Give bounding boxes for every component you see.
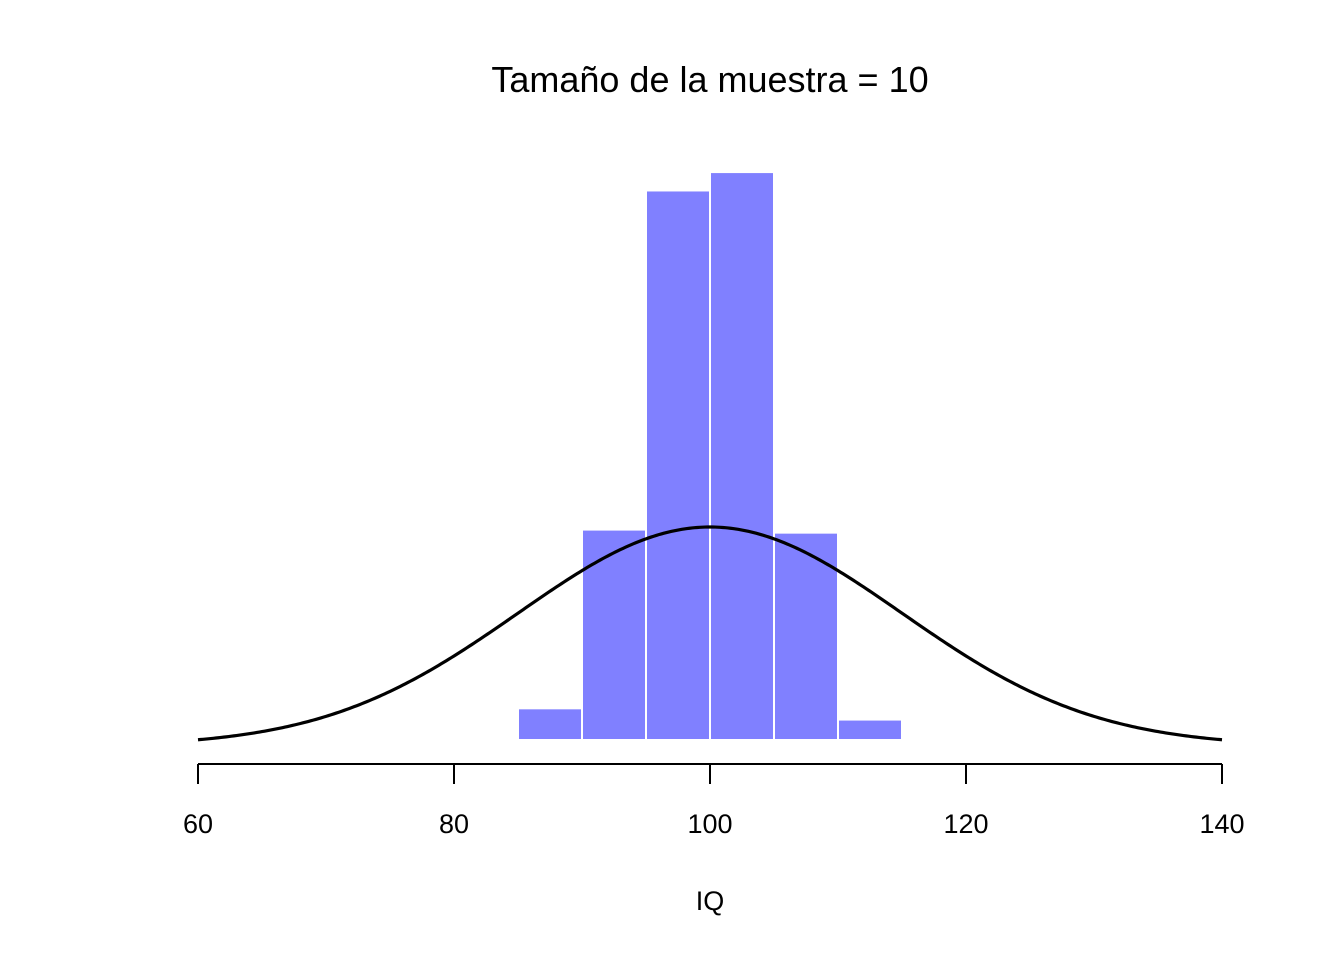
histogram-bar-95-100	[645, 189, 711, 741]
x-axis-label: IQ	[696, 886, 725, 916]
x-tick-label-100: 100	[687, 809, 732, 839]
histogram-bars	[517, 171, 903, 742]
histogram-bar-105-110	[773, 531, 839, 742]
density-curve	[197, 525, 1223, 742]
chart-title: Tamaño de la muestra = 10	[491, 59, 928, 100]
histogram-bar-100-105	[709, 171, 775, 742]
histogram-bar-110-115	[837, 718, 903, 741]
histogram-bar-90-95	[581, 528, 647, 741]
x-tick-label-80: 80	[439, 809, 469, 839]
x-tick-label-120: 120	[943, 809, 988, 839]
x-tick-label-60: 60	[183, 809, 213, 839]
x-tick-label-140: 140	[1199, 809, 1244, 839]
x-axis-ticks: 60 80 100 120 140	[183, 764, 1245, 839]
histogram-bar-85-90	[517, 707, 583, 741]
